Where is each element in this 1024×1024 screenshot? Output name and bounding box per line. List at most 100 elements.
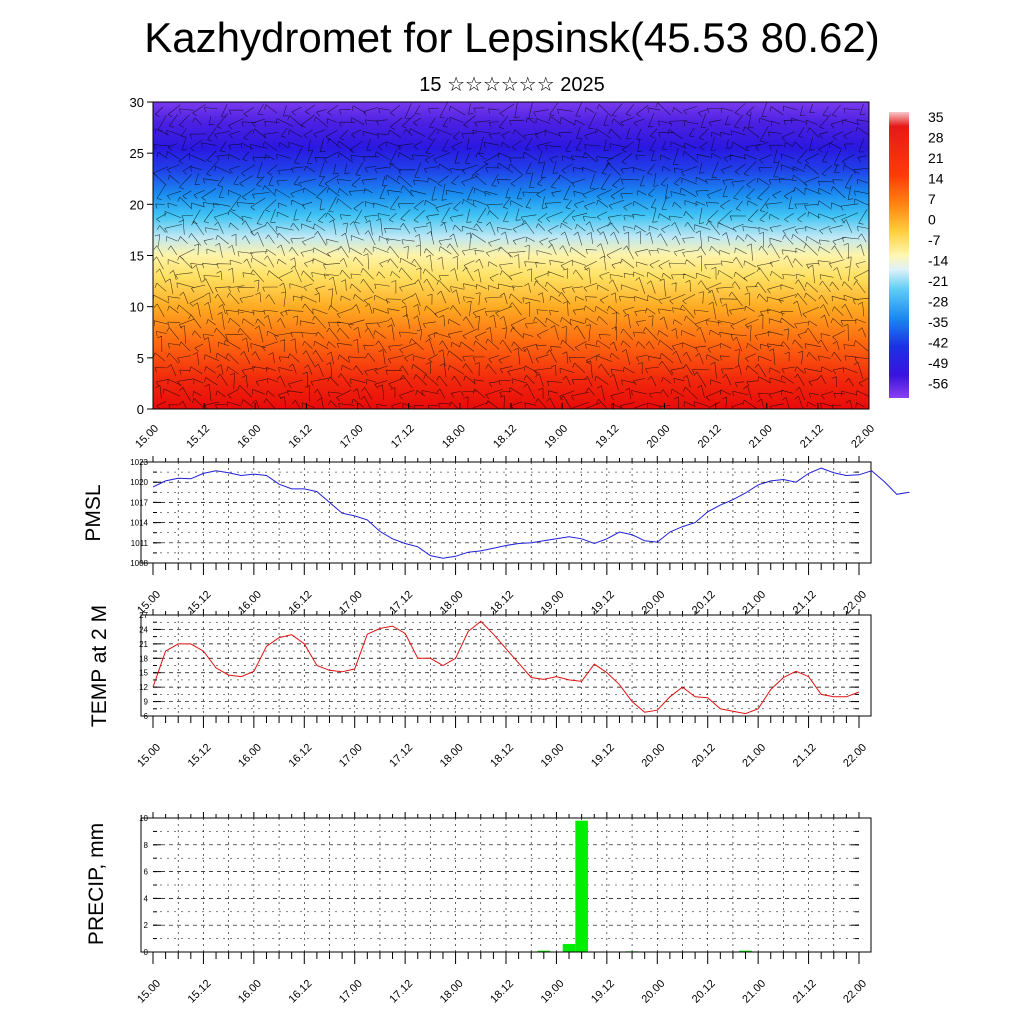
temp-x-tick-label: 21.12 bbox=[791, 742, 819, 770]
temp-grid bbox=[153, 615, 859, 716]
pmsl-x-tick-label: 19.12 bbox=[589, 589, 617, 617]
pmsl-y-tick-label: 1017 bbox=[130, 498, 148, 507]
temp-x-tick-label: 17.12 bbox=[387, 742, 415, 770]
pmsl-x-tick-label: 21.00 bbox=[740, 589, 768, 617]
heatmap-x-tick-label: 22.00 bbox=[849, 423, 877, 451]
temp-panel: 6 9 12 15 18 21 24 27 15.00 15.12 16.00 16.12 17.00 1… bbox=[88, 605, 872, 770]
precip-x-tick-label: 18.00 bbox=[438, 978, 466, 1006]
heatmap-x-tick-label: 21.00 bbox=[747, 423, 775, 451]
temp-series-line bbox=[152, 620, 860, 715]
heatmap-y-tick-label: 30 bbox=[130, 95, 144, 110]
heatmap-x-tick-label: 15.00 bbox=[133, 423, 161, 451]
heatmap-x-tick-label: 16.12 bbox=[287, 423, 315, 451]
precip-y-tick-label: 2 bbox=[144, 921, 149, 930]
pmsl-y-tick-label: 1011 bbox=[131, 539, 149, 548]
heatmap-x-tick-label: 19.00 bbox=[542, 423, 570, 451]
pmsl-x-tick-label: 16.00 bbox=[236, 589, 264, 617]
temp-y-tick-label: 15 bbox=[139, 669, 148, 678]
precip-x-tick-label: 16.00 bbox=[236, 978, 264, 1006]
colorbar-labels: 35 28 21 14 7 0 -7 -14 -21 -28 -35 -42 -49 -56 bbox=[928, 109, 948, 392]
precip-x-tick-label: 19.12 bbox=[589, 978, 617, 1006]
pmsl-y-tick-label: 1023 bbox=[130, 458, 148, 467]
precip-x-tick-label: 22.00 bbox=[841, 978, 869, 1006]
precip-y-tick-label: 0 bbox=[144, 948, 149, 957]
pmsl-y-tick-label: 1020 bbox=[130, 478, 148, 487]
heatmap-x-tick-label: 18.00 bbox=[440, 423, 468, 451]
precip-x-tick-label: 15.00 bbox=[135, 978, 163, 1006]
pmsl-x-tick-label: 17.12 bbox=[387, 589, 415, 617]
temp-x-tick-label: 21.00 bbox=[740, 742, 768, 770]
precip-bar bbox=[739, 950, 752, 952]
temp-x-tick-label: 20.12 bbox=[690, 742, 718, 770]
precip-x-tick-label: 17.12 bbox=[387, 978, 415, 1006]
pmsl-series-line bbox=[152, 467, 910, 559]
precip-x-tick-label: 21.12 bbox=[791, 978, 819, 1006]
temp-x-tick-label: 15.00 bbox=[135, 742, 163, 770]
colorbar-label: 28 bbox=[928, 130, 944, 146]
precip-y-tick-label: 10 bbox=[139, 814, 148, 823]
precip-grid bbox=[153, 818, 859, 952]
colorbar-label: 14 bbox=[928, 171, 944, 187]
temp-x-tick-label: 16.00 bbox=[236, 742, 264, 770]
precip-bars bbox=[537, 820, 752, 953]
temp-x-tick-label: 18.00 bbox=[438, 742, 466, 770]
colorbar-label: 35 bbox=[928, 109, 944, 125]
pmsl-y-axis-label: PMSL bbox=[82, 484, 105, 541]
colorbar-label: 0 bbox=[928, 212, 936, 228]
temp-y-tick-label: 9 bbox=[144, 698, 149, 707]
precip-y-tick-label: 4 bbox=[144, 894, 149, 903]
precip-x-tick-label: 17.00 bbox=[337, 978, 365, 1006]
pmsl-x-tick-label: 20.12 bbox=[690, 589, 718, 617]
precip-bar bbox=[575, 820, 588, 952]
heatmap-x-tick-label: 15.12 bbox=[184, 423, 212, 451]
pmsl-x-tick-label: 19.00 bbox=[539, 589, 567, 617]
temp-y-tick-label: 21 bbox=[139, 640, 148, 649]
precip-panel: 0 2 4 6 8 10 15.00 15.12 16.00 16.12 17.00 17.12 18.… bbox=[85, 812, 872, 1006]
temp-y-tick-label: 12 bbox=[139, 683, 148, 692]
temp-y-tick-label: 27 bbox=[139, 611, 148, 620]
colorbar-label: -14 bbox=[928, 253, 948, 269]
temp-x-tick-label: 19.12 bbox=[589, 742, 617, 770]
pmsl-x-tick-label: 17.00 bbox=[337, 589, 365, 617]
colorbar-label: -28 bbox=[928, 294, 948, 310]
temp-x-tick-label: 18.12 bbox=[488, 742, 516, 770]
precip-x-tick-label: 15.12 bbox=[186, 978, 214, 1006]
colorbar-label: -35 bbox=[928, 314, 948, 330]
colorbar-label: -7 bbox=[928, 232, 941, 248]
pmsl-y-tick-label: 1014 bbox=[130, 519, 148, 528]
heatmap-y-tick-label: 20 bbox=[130, 197, 144, 212]
colorbar-label: -21 bbox=[928, 273, 948, 289]
precip-x-tick-label: 20.12 bbox=[690, 978, 718, 1006]
precip-x-tick-label: 19.00 bbox=[539, 978, 567, 1006]
precip-x-tick-label: 20.00 bbox=[639, 978, 667, 1006]
heatmap-x-tick-label: 17.00 bbox=[338, 423, 366, 451]
pmsl-x-tick-label: 21.12 bbox=[791, 589, 819, 617]
colorbar-label: 21 bbox=[928, 150, 944, 166]
heatmap-x-tick-label: 21.12 bbox=[798, 423, 826, 451]
precip-bar bbox=[537, 950, 551, 952]
pmsl-x-tick-label: 20.00 bbox=[639, 589, 667, 617]
heatmap-x-tick-label: 20.00 bbox=[645, 423, 673, 451]
precip-x-tick-label: 18.12 bbox=[488, 978, 516, 1006]
chart-title: Kazhydromet for Lepsinsk(45.53 80.62) bbox=[144, 14, 880, 61]
colorbar: 35 28 21 14 7 0 -7 -14 -21 -28 -35 -42 -49 -56 bbox=[889, 109, 948, 398]
temp-x-tick-label: 15.12 bbox=[186, 742, 214, 770]
heatmap-x-tick-label: 16.00 bbox=[235, 423, 263, 451]
colorbar-label: -56 bbox=[928, 376, 948, 392]
pmsl-grid bbox=[153, 462, 859, 563]
temp-x-tick-label: 16.12 bbox=[286, 742, 314, 770]
precip-bar bbox=[562, 943, 576, 952]
precip-y-tick-label: 6 bbox=[144, 868, 149, 877]
colorbar-label: -49 bbox=[928, 355, 948, 371]
temp-y-tick-label: 18 bbox=[139, 654, 148, 663]
heatmap-x-tick-label: 19.12 bbox=[593, 423, 621, 451]
temp-y-axis-label: TEMP at 2 M bbox=[88, 605, 111, 727]
temp-x-tick-label: 20.00 bbox=[639, 742, 667, 770]
colorbar-label: 7 bbox=[928, 191, 936, 207]
temp-x-tick-label: 17.00 bbox=[337, 742, 365, 770]
temp-y-tick-label: 24 bbox=[139, 625, 148, 634]
heatmap-y-tick-label: 0 bbox=[137, 402, 144, 417]
colorbar-bar bbox=[889, 112, 909, 398]
heatmap-y-tick-label: 10 bbox=[130, 300, 144, 315]
